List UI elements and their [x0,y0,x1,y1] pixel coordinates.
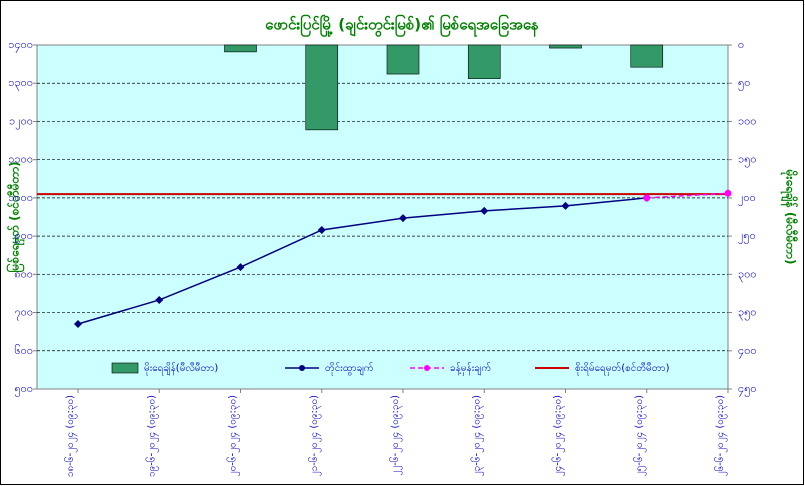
y2-tick-label: ၀ [738,38,744,51]
y-tick-label: ၅၀၀ [14,382,33,397]
y2-tick-label: ၄၅၀ [738,382,757,397]
y-tick-label: ၁၀၀၀ [8,191,33,204]
y2-axis-label: မိုးရေချိန် (မီလီမီတာ) [780,169,800,265]
line [77,197,647,325]
legend-label: မိုးရေချိန်(မီလီမီတာ) [144,361,218,376]
y-tick-label: ၇၀၀ [14,306,33,321]
marker [155,295,164,304]
y2-tick-label: ၃၀၀ [738,267,757,282]
bar [549,44,582,49]
bar [630,44,664,68]
y-tick-label: ၉၀၀ [14,229,33,244]
bar [467,44,501,79]
y2-tick-label: ၂၀၀ [738,191,756,206]
y2-tick-label: ၁၀၀ [738,114,757,127]
legend-marker [299,365,305,371]
y-tick-label: ၁၁၀၀ [8,153,33,166]
y-axis-label: မြစ်ရေမှတ် (စင်တီမီတာ) [5,161,26,272]
y-tick-label: ၈၀၀ [14,267,33,280]
plot-area [36,44,729,390]
marker [236,263,245,272]
y2-tick-label: ၂၅၀ [738,229,756,244]
marker [561,201,570,210]
y-tick-label: ၆၀၀ [14,344,33,357]
y2-tick-label: ၃၅၀ [738,306,757,321]
x-tick-label: ၂၀-၆-၂၀၂၄ (၀၉:၃၀) [226,395,241,476]
bar [224,44,257,53]
legend-marker [424,365,430,371]
x-tick-label: ၂၄-၆-၂၀၂၄ (၀၉:၃၀) [551,395,566,476]
y2-tick-label: ၄၀၀ [738,344,757,359]
bar [305,44,339,131]
marker [74,320,82,329]
x-tick-label: ၂၅-၆-၂၀၂၄ (၀၉:၃၀) [632,395,647,476]
legend-swatch [111,362,139,374]
marker [724,189,732,197]
line [646,192,729,199]
x-tick-label: ၂၆-၆-၂၀၂၄ (၀၉:၃၀) [713,395,728,476]
x-tick-label: ၁၈-၆-၂၀၂၄ (၀၉:၃၀) [63,395,78,477]
y2-tick-label: ၅၀ [738,76,750,91]
legend-label: စိုးရိမ်ရေမှတ်(စင်တီမီတာ) [575,361,670,376]
legend-label: တိုင်းထွာချက် [325,361,374,376]
x-tick-label: ၁၉-၆-၂၀၂၄ (၀၉:၃၀) [144,395,159,477]
marker [399,214,407,223]
marker [480,206,489,215]
x-tick-label: ၂၂-၆-၂၀၂၄ (၀၉:၃၀) [388,395,403,476]
marker [643,194,651,202]
x-tick-label: ၂၃-၆-၂၀၂၄ (၀၉:၃၀) [469,395,484,476]
x-tick-label: ၂၁-၆-၂၀၂၄ (၀၉:၃၀) [307,395,322,476]
marker [317,225,326,234]
legend-label: ခန့်မှန်းချက် [450,361,491,376]
bar [386,44,420,75]
y-tick-label: ၁၃၀၀ [8,76,33,91]
y-tick-label: ၁၂၀၀ [9,114,33,129]
y2-tick-label: ၁၅၀ [738,153,757,168]
y-tick-label: ၁၄၀၀ [8,38,33,53]
